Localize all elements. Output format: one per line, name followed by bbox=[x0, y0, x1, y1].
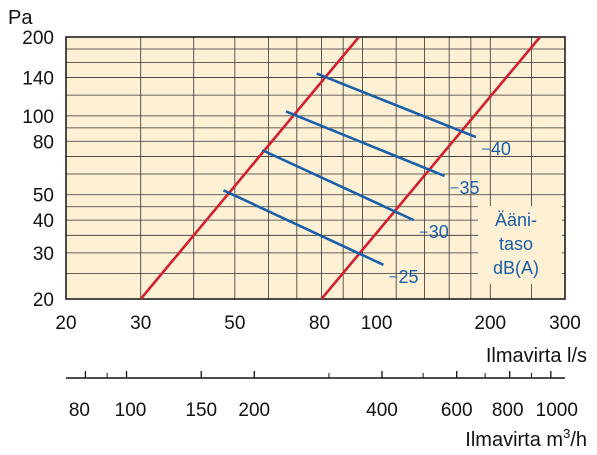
series-labels: 25 30 35 40 bbox=[389, 139, 511, 287]
x-tick-label: 300 bbox=[549, 313, 581, 334]
y-tick-label: 30 bbox=[33, 244, 54, 265]
secondary-tick-label: 150 bbox=[185, 400, 217, 421]
legend-line-1: Ääni- bbox=[495, 210, 537, 230]
y-tick-label: 80 bbox=[33, 132, 54, 153]
series-label: 30 bbox=[429, 222, 449, 242]
limit-line bbox=[139, 37, 360, 299]
series-label: 40 bbox=[491, 139, 511, 159]
x-tick-label: 50 bbox=[224, 313, 245, 334]
sound-level-line bbox=[261, 148, 415, 222]
secondary-axis-title-end: /h bbox=[570, 429, 587, 451]
y-unit-label: Pa bbox=[8, 7, 33, 29]
secondary-tick-label: 600 bbox=[441, 400, 473, 421]
secondary-axis-title-main: Ilmavirta m bbox=[465, 429, 563, 451]
sound-level-line bbox=[222, 189, 384, 267]
y-tick-label: 100 bbox=[22, 107, 54, 128]
y-tick-label: 140 bbox=[22, 69, 54, 90]
secondary-tick-label: 1000 bbox=[536, 400, 578, 421]
secondary-axis-title-sup: 3 bbox=[563, 426, 570, 441]
legend: Ääni- taso dB(A) bbox=[478, 206, 562, 284]
x-tick-label: 200 bbox=[474, 313, 506, 334]
plot-frame bbox=[65, 36, 566, 300]
y-tick-label: 40 bbox=[33, 211, 54, 232]
secondary-tick-label: 200 bbox=[238, 400, 270, 421]
x-tick-label: 100 bbox=[361, 313, 393, 334]
sound-level-line bbox=[316, 72, 477, 139]
secondary-axis-title: Ilmavirta m3/h bbox=[465, 426, 587, 451]
sound-level-line bbox=[285, 110, 445, 178]
legend-box bbox=[478, 206, 562, 284]
secondary-axis-ticks: 80 100 150 200 400 600 800 1000 bbox=[69, 371, 578, 421]
legend-line-2: taso bbox=[499, 234, 533, 254]
x-axis-title: Ilmavirta l/s bbox=[486, 345, 587, 367]
secondary-tick-label: 100 bbox=[115, 400, 147, 421]
limit-line bbox=[320, 37, 542, 299]
x-tick-label: 20 bbox=[55, 313, 76, 334]
secondary-tick-label: 400 bbox=[366, 400, 398, 421]
series-lines bbox=[139, 37, 542, 299]
series-label: 35 bbox=[460, 178, 480, 198]
legend-line-3: dB(A) bbox=[493, 258, 539, 278]
secondary-tick-label: 800 bbox=[492, 400, 524, 421]
y-tick-label: 50 bbox=[33, 186, 54, 207]
x-tick-labels: 20 30 50 80 100 200 300 bbox=[55, 313, 580, 334]
grid bbox=[66, 37, 565, 299]
y-tick-labels: 20 30 40 50 80 100 140 200 bbox=[22, 28, 54, 311]
x-tick-label: 80 bbox=[309, 313, 330, 334]
series-label: 25 bbox=[398, 267, 418, 287]
y-tick-label: 20 bbox=[33, 290, 54, 311]
secondary-tick-label: 80 bbox=[69, 400, 90, 421]
x-tick-label: 30 bbox=[130, 313, 151, 334]
y-tick-label: 200 bbox=[22, 28, 54, 49]
